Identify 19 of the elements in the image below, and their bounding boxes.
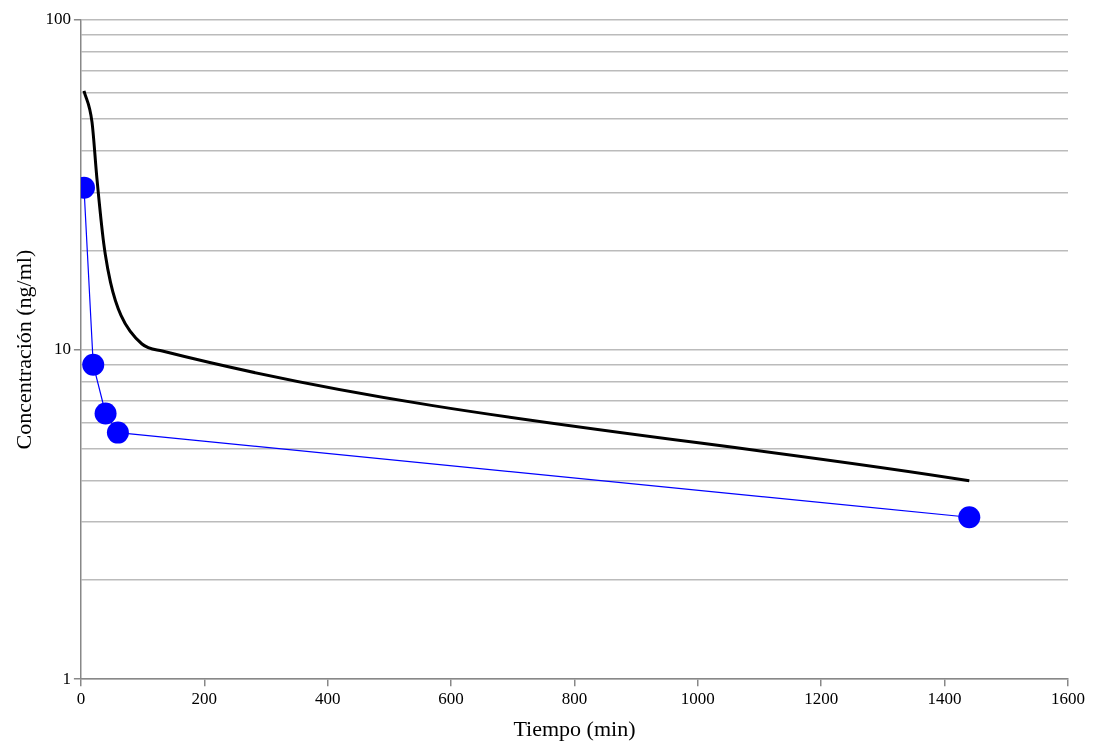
point [958,506,981,529]
y-tick-label: 1 [62,668,71,688]
x-tick-label: 1600 [1051,688,1085,708]
x-tick-label: 1400 [927,688,962,708]
x-tick-label: 1200 [804,688,839,708]
point [82,353,105,376]
x-tick-label: 400 [314,688,341,708]
x-tick-label: 800 [561,688,588,708]
point [106,421,129,444]
y-axis-title: Concentración (ng/ml) [10,249,36,450]
line-series [82,89,971,483]
point [94,402,117,425]
y-tick-label: 10 [53,339,71,359]
x-tick-label: 1000 [680,688,715,708]
x-axis-title: Tiempo (min) [513,715,636,741]
y-tick-label: 100 [45,9,71,29]
x-tick-label: 200 [191,688,218,708]
x-tick-label: 600 [438,688,464,708]
x-tick-label: 0 [76,688,86,708]
